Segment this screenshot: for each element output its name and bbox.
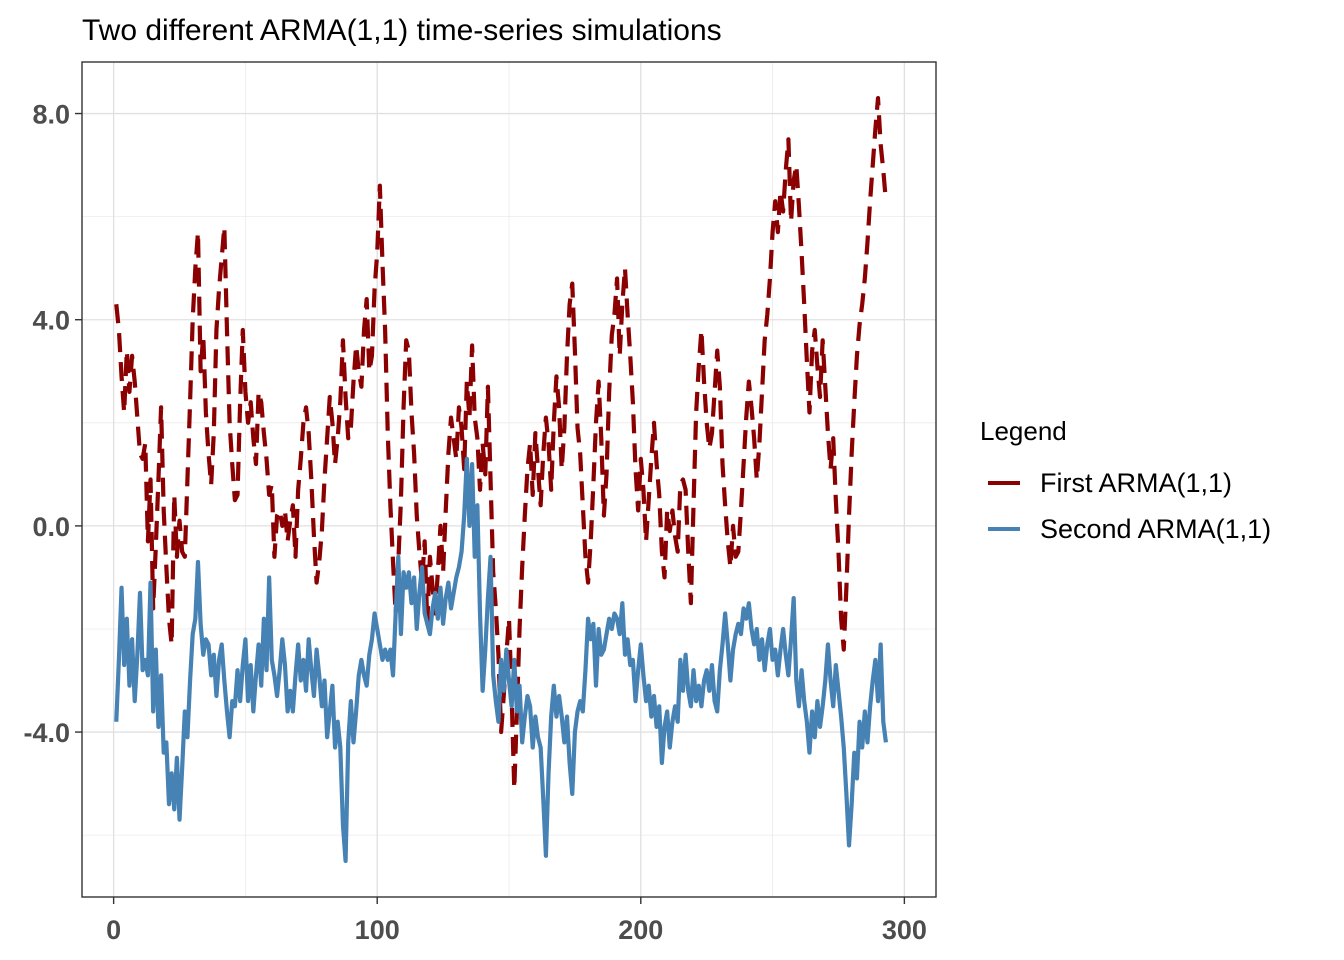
x-tick-label: 100 [355,915,400,945]
plot-border [81,61,937,898]
series-line-second-arma [114,456,889,864]
y-axis: -4.0 0.0 4.0 8.0 [23,100,82,748]
chart-title: Two different ARMA(1,1) time-series simu… [82,14,722,47]
series-line-first-arma [114,95,889,791]
legend-title: Legend [980,416,1067,446]
legend: Legend First ARMA(1,1) Second ARMA(1,1) [980,416,1271,544]
y-tick-label: 0.0 [32,512,70,542]
x-tick-label: 0 [106,915,121,945]
x-tick-label: 300 [882,915,927,945]
x-axis: 0 100 200 300 [106,897,927,945]
y-tick-label: -4.0 [23,718,70,748]
x-tick-label: 200 [618,915,663,945]
major-grid [82,62,936,897]
y-tick-label: 4.0 [32,306,70,336]
legend-label-first-arma: First ARMA(1,1) [1040,468,1232,498]
legend-label-second-arma: Second ARMA(1,1) [1040,514,1271,544]
series-layer [114,95,889,864]
y-tick-label: 8.0 [32,100,70,130]
